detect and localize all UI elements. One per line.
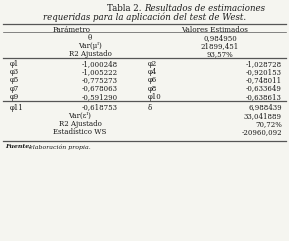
Text: -0,748011: -0,748011 <box>246 76 282 84</box>
Text: Estadístico WS: Estadístico WS <box>53 128 107 136</box>
Text: φ4: φ4 <box>148 68 157 76</box>
Text: 70,72%: 70,72% <box>255 120 282 128</box>
Text: -0,638613: -0,638613 <box>246 93 282 101</box>
Text: elaboración propia.: elaboración propia. <box>27 145 91 150</box>
Text: 33,041889: 33,041889 <box>244 112 282 120</box>
Text: Tabla 2.: Tabla 2. <box>107 4 144 13</box>
Text: -0,775273: -0,775273 <box>82 76 118 84</box>
Text: Parámetro: Parámetro <box>53 26 91 33</box>
Text: φ7: φ7 <box>10 85 19 93</box>
Text: φ9: φ9 <box>10 93 19 101</box>
Text: Valores Estimados: Valores Estimados <box>181 26 249 33</box>
Text: -1,005222: -1,005222 <box>82 68 118 76</box>
Text: R2 Ajustado: R2 Ajustado <box>68 50 112 58</box>
Text: -0,920153: -0,920153 <box>246 68 282 76</box>
Text: -0,678063: -0,678063 <box>82 85 118 93</box>
Text: φ1: φ1 <box>10 60 19 68</box>
Text: 93,57%: 93,57% <box>207 50 234 58</box>
Text: -0,591290: -0,591290 <box>82 93 118 101</box>
Text: Resultados de estimaciones: Resultados de estimaciones <box>144 4 266 13</box>
Text: Var(μᴵ): Var(μᴵ) <box>78 42 102 50</box>
Text: φ5: φ5 <box>10 76 19 84</box>
Text: -1,000248: -1,000248 <box>82 60 118 68</box>
Text: -0,633649: -0,633649 <box>246 85 282 93</box>
Text: φ8: φ8 <box>148 85 157 93</box>
Text: -1,028728: -1,028728 <box>246 60 282 68</box>
Text: 0,984950: 0,984950 <box>203 34 237 42</box>
Text: δ: δ <box>148 103 152 112</box>
Text: R2 Ajustado: R2 Ajustado <box>59 120 101 128</box>
Text: 21899,451: 21899,451 <box>201 42 239 50</box>
Text: -0,618753: -0,618753 <box>82 103 118 112</box>
Text: φ2: φ2 <box>148 60 157 68</box>
Text: Fuente:: Fuente: <box>5 145 32 149</box>
Text: 6,988439: 6,988439 <box>248 103 282 112</box>
Text: φ10: φ10 <box>148 93 162 101</box>
Text: Fuente: elaboración propia.: Fuente: elaboración propia. <box>5 145 93 150</box>
Text: θ: θ <box>88 34 92 42</box>
Text: -20960,092: -20960,092 <box>241 128 282 136</box>
Text: requeridas para la aplicación del test de West.: requeridas para la aplicación del test d… <box>43 13 246 22</box>
Text: φ6: φ6 <box>148 76 157 84</box>
Text: φ11: φ11 <box>10 103 24 112</box>
Text: φ3: φ3 <box>10 68 19 76</box>
Text: Var(εᴵ): Var(εᴵ) <box>68 112 91 120</box>
